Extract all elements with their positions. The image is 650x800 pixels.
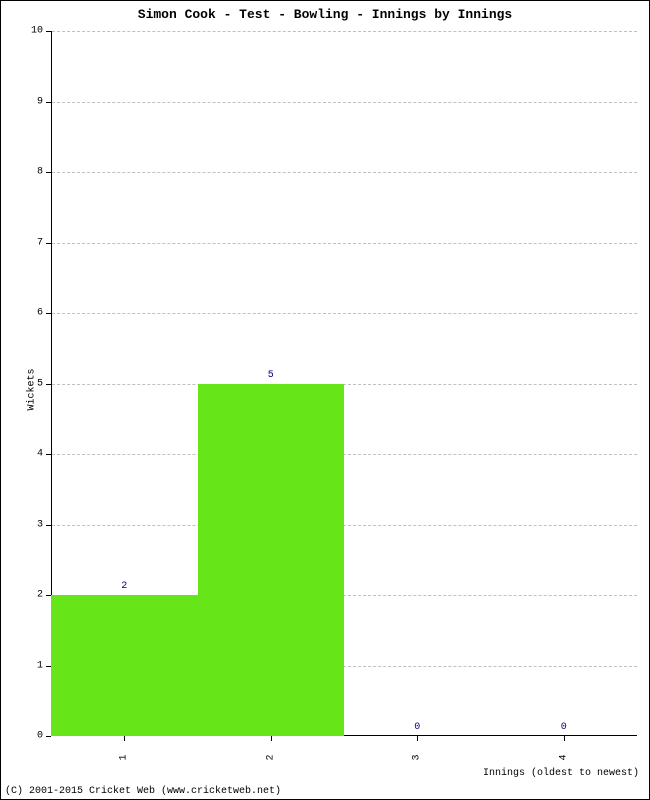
bar — [198, 384, 345, 737]
x-axis-label: Innings (oldest to newest) — [483, 768, 639, 779]
bar-value-label: 0 — [561, 722, 567, 733]
bar — [51, 595, 198, 736]
y-axis-label: Wickets — [27, 368, 38, 410]
bar-value-label: 2 — [121, 581, 127, 592]
chart-container: Simon Cook - Test - Bowling - Innings by… — [0, 0, 650, 800]
x-tick-label: 4 — [558, 748, 569, 768]
plot-area: 01234567891021520304 — [51, 31, 637, 736]
y-tick-label: 10 — [21, 26, 43, 37]
copyright-text: (C) 2001-2015 Cricket Web (www.cricketwe… — [5, 786, 281, 797]
bar-value-label: 0 — [414, 722, 420, 733]
y-tick-label: 1 — [21, 660, 43, 671]
y-tick-label: 4 — [21, 449, 43, 460]
x-tick-label: 3 — [412, 748, 423, 768]
x-tick-label: 2 — [265, 748, 276, 768]
y-tick-label: 6 — [21, 308, 43, 319]
x-tick-label: 1 — [119, 748, 130, 768]
y-tick-label: 2 — [21, 590, 43, 601]
y-tick-label: 3 — [21, 519, 43, 530]
bar-value-label: 5 — [268, 370, 274, 381]
y-tick-label: 9 — [21, 96, 43, 107]
chart-title: Simon Cook - Test - Bowling - Innings by… — [1, 7, 649, 22]
y-tick-label: 8 — [21, 167, 43, 178]
y-tick-label: 0 — [21, 731, 43, 742]
y-tick-label: 7 — [21, 237, 43, 248]
